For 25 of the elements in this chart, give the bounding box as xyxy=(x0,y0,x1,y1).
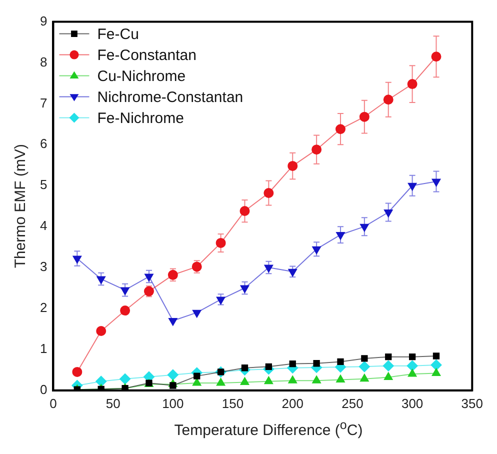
x-tick-label: 50 xyxy=(106,396,120,411)
y-tick-label: 6 xyxy=(40,136,48,152)
x-tick-label: 0 xyxy=(50,396,57,411)
y-tick-label: 0 xyxy=(40,382,48,397)
legend-label: Nichrome-Constantan xyxy=(97,88,244,106)
legend-label: Fe-Cu xyxy=(97,26,139,43)
x-tick-label: 250 xyxy=(342,396,364,411)
y-tick-label: 9 xyxy=(40,13,48,28)
y-tick-label: 3 xyxy=(40,259,48,274)
legend-label: Fe-Nichrome xyxy=(97,110,184,127)
legend-label: Cu-Nichrome xyxy=(97,68,186,85)
y-tick-label: 1 xyxy=(40,341,48,356)
y-tick-label: 2 xyxy=(40,300,48,316)
x-tick-label: 350 xyxy=(461,396,484,411)
y-tick-label: 5 xyxy=(40,177,48,192)
y-axis-title: Thermo EMF (mV) xyxy=(12,144,30,268)
y-tick-label: 8 xyxy=(40,54,48,70)
y-tick-label: 7 xyxy=(40,95,48,110)
x-axis-title: Temperature Difference ($^{o}$C) xyxy=(173,418,364,439)
x-tick-label: 200 xyxy=(282,396,304,411)
legend-label: Fe-Constantan xyxy=(97,46,196,64)
x-tick-label: 100 xyxy=(162,396,184,411)
x-tick-label: 150 xyxy=(222,396,244,411)
y-tick-label: 4 xyxy=(40,218,48,234)
x-tick-label: 300 xyxy=(401,396,424,411)
